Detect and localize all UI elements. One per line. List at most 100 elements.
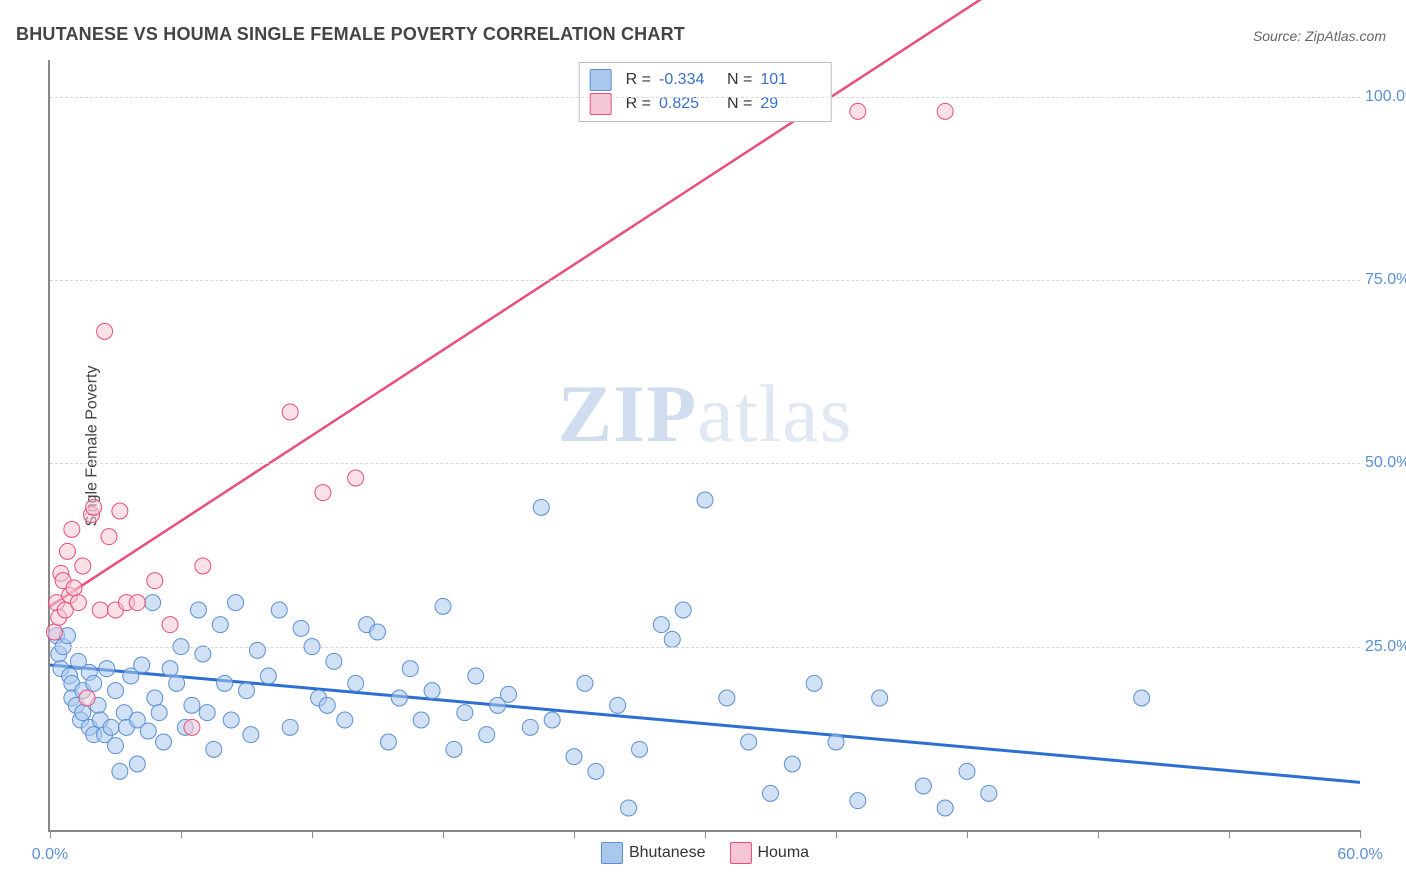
data-point	[337, 712, 353, 728]
data-point	[108, 683, 124, 699]
data-point	[293, 620, 309, 636]
stats-n-label: N =	[727, 95, 752, 113]
legend-label: Bhutanese	[629, 844, 706, 862]
stats-n-value: 101	[760, 71, 820, 89]
data-point	[741, 734, 757, 750]
data-point	[413, 712, 429, 728]
data-point	[140, 723, 156, 739]
gridline	[50, 647, 1360, 648]
data-point	[653, 617, 669, 633]
y-tick-label: 25.0%	[1365, 638, 1406, 656]
data-point	[108, 738, 124, 754]
data-point	[99, 661, 115, 677]
data-point	[806, 675, 822, 691]
x-tick	[312, 830, 313, 838]
data-point	[828, 734, 844, 750]
data-point	[697, 492, 713, 508]
stats-r-value: -0.334	[659, 71, 719, 89]
data-point	[195, 558, 211, 574]
data-point	[134, 657, 150, 673]
data-point	[79, 690, 95, 706]
data-point	[1134, 690, 1150, 706]
y-tick-label: 50.0%	[1365, 454, 1406, 472]
x-tick	[181, 830, 182, 838]
legend-item: Bhutanese	[601, 842, 706, 864]
stats-r-label: R =	[626, 71, 651, 89]
x-tick	[50, 830, 51, 838]
data-point	[675, 602, 691, 618]
stats-legend-box: R =-0.334N =101R =0.825N =29	[579, 62, 832, 122]
legend-bottom: BhutaneseHouma	[601, 842, 809, 864]
data-point	[959, 763, 975, 779]
data-point	[850, 103, 866, 119]
data-point	[588, 763, 604, 779]
data-point	[282, 719, 298, 735]
data-point	[217, 675, 233, 691]
data-point	[92, 602, 108, 618]
stats-n-value: 29	[760, 95, 820, 113]
data-point	[468, 668, 484, 684]
x-tick-label: 0.0%	[32, 846, 68, 864]
data-point	[66, 580, 82, 596]
x-tick	[1098, 830, 1099, 838]
data-point	[75, 705, 91, 721]
y-tick-label: 75.0%	[1365, 271, 1406, 289]
data-point	[112, 503, 128, 519]
data-point	[212, 617, 228, 633]
data-point	[129, 595, 145, 611]
data-point	[424, 683, 440, 699]
data-point	[101, 529, 117, 545]
data-point	[162, 617, 178, 633]
data-point	[75, 558, 91, 574]
data-point	[206, 741, 222, 757]
legend-swatch	[729, 842, 751, 864]
x-tick-label: 60.0%	[1337, 846, 1382, 864]
chart-title: BHUTANESE VS HOUMA SINGLE FEMALE POVERTY…	[16, 24, 685, 45]
x-tick	[1360, 830, 1361, 838]
data-point	[664, 631, 680, 647]
data-point	[326, 653, 342, 669]
data-point	[145, 595, 161, 611]
stats-r-label: R =	[626, 95, 651, 113]
data-point	[86, 675, 102, 691]
y-tick-label: 100.0%	[1365, 88, 1406, 106]
data-point	[784, 756, 800, 772]
data-point	[162, 661, 178, 677]
data-point	[402, 661, 418, 677]
data-point	[112, 763, 128, 779]
x-tick	[967, 830, 968, 838]
data-point	[457, 705, 473, 721]
gridline	[50, 97, 1360, 98]
data-point	[370, 624, 386, 640]
data-point	[129, 756, 145, 772]
data-point	[391, 690, 407, 706]
data-point	[850, 793, 866, 809]
data-point	[243, 727, 259, 743]
data-point	[319, 697, 335, 713]
data-point	[147, 573, 163, 589]
data-point	[610, 697, 626, 713]
stats-r-value: 0.825	[659, 95, 719, 113]
data-point	[46, 624, 62, 640]
data-point	[719, 690, 735, 706]
data-point	[156, 734, 172, 750]
data-point	[249, 642, 265, 658]
x-tick	[443, 830, 444, 838]
data-point	[315, 485, 331, 501]
source-label: Source: ZipAtlas.com	[1253, 28, 1386, 44]
data-point	[103, 719, 119, 735]
data-point	[271, 602, 287, 618]
x-tick	[1229, 830, 1230, 838]
data-point	[348, 470, 364, 486]
data-point	[380, 734, 396, 750]
data-point	[479, 727, 495, 743]
data-point	[199, 705, 215, 721]
data-point	[195, 646, 211, 662]
data-point	[184, 697, 200, 713]
legend-swatch	[601, 842, 623, 864]
data-point	[937, 103, 953, 119]
data-point	[937, 800, 953, 816]
data-point	[190, 602, 206, 618]
data-point	[228, 595, 244, 611]
data-point	[621, 800, 637, 816]
